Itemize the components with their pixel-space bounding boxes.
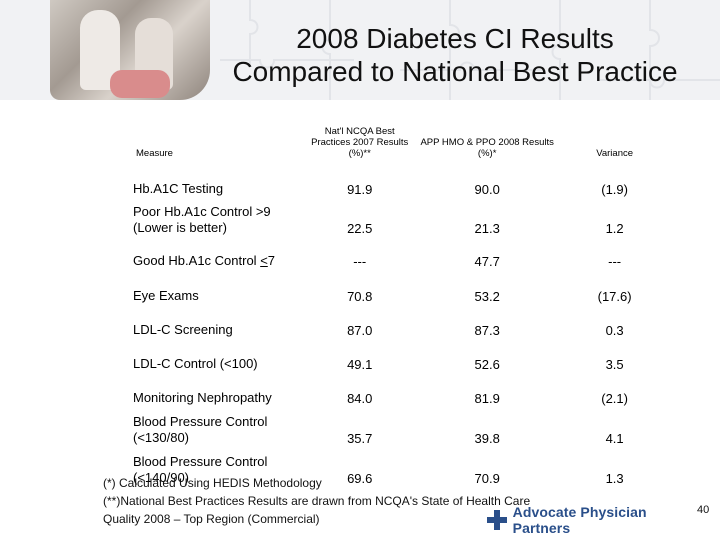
app-results-cell: 21.3 [474, 221, 500, 236]
app-results-cell: 81.9 [474, 391, 500, 406]
variance-cell: (2.1) [601, 391, 628, 406]
table-row: Poor Hb.A1c Control >9 (Lower is better)… [131, 200, 671, 239]
less-equal-symbol: < [260, 253, 268, 268]
best-practice-cell: --- [353, 254, 367, 269]
table-row: Eye Exams 70.8 53.2 (17.6) [131, 272, 671, 307]
best-practice-cell: 70.8 [347, 289, 373, 304]
variance-cell: 3.5 [605, 357, 624, 372]
variance-cell: 0.3 [605, 323, 624, 338]
measure-cell: Good Hb.A1c Control <7 [131, 239, 303, 272]
app-results-cell: 87.3 [474, 323, 500, 338]
company-logo: Advocate Physician Partners [486, 504, 696, 536]
variance-cell: 1.3 [605, 471, 624, 486]
measure-cell: Monitoring Nephropathy [133, 390, 272, 405]
app-results-cell: 70.9 [474, 471, 500, 486]
table-row: LDL-C Control (<100) 49.1 52.6 3.5 [131, 341, 671, 375]
page-number: 40 [697, 504, 710, 516]
results-table: Measure Nat'l NCQA Best Practices 2007 R… [131, 115, 671, 489]
table-row: Hb.A1C Testing 91.9 90.0 (1.9) [131, 161, 671, 200]
footnote: (**)National Best Practices Results are … [103, 494, 531, 508]
measure-cell: Eye Exams [133, 288, 199, 303]
cross-icon [486, 509, 507, 531]
header-photo [50, 0, 210, 100]
header-background [0, 0, 720, 100]
header-measure: Measure [136, 148, 173, 159]
table-row: LDL-C Screening 87.0 87.3 0.3 [131, 307, 671, 341]
measure-text: Good Hb.A1c Control [133, 253, 261, 268]
table-row: Blood Pressure Control (<130/80) 35.7 39… [131, 409, 671, 449]
variance-cell: (1.9) [601, 182, 628, 197]
measure-cell: LDL-C Control (<100) [133, 356, 258, 371]
page-title: 2008 Diabetes CI Results Compared to Nat… [190, 22, 720, 88]
app-results-cell: 53.2 [474, 289, 500, 304]
variance-cell: 4.1 [605, 431, 624, 446]
measure-threshold: 7 [267, 253, 276, 268]
title-line-1: 2008 Diabetes CI Results [296, 23, 614, 54]
variance-cell: --- [608, 254, 622, 269]
best-practice-cell: 35.7 [347, 431, 373, 446]
footnotes: (*) Calculated Using HEDIS Methodology (… [103, 474, 663, 528]
best-practice-cell: 69.6 [347, 471, 373, 486]
app-results-cell: 47.7 [474, 254, 500, 269]
footnote: (*) Calculated Using HEDIS Methodology [103, 476, 322, 490]
measure-cell: LDL-C Screening [133, 322, 233, 337]
footnote: Quality 2008 – Top Region (Commercial) [103, 512, 320, 526]
measure-cell: Blood Pressure Control (<140/90) [133, 454, 268, 485]
logo-text: Advocate Physician Partners [512, 504, 647, 536]
measure-cell: Hb.A1C Testing [133, 181, 224, 196]
photo-figure [110, 70, 170, 98]
table-row: Blood Pressure Control (<140/90) 69.6 70… [131, 449, 671, 489]
header-variance: Variance [596, 148, 634, 159]
variance-cell: (17.6) [597, 289, 632, 304]
title-line-2: Compared to National Best Practice [232, 56, 678, 87]
variance-cell: 1.2 [605, 221, 624, 236]
app-results-cell: 90.0 [474, 182, 500, 197]
best-practice-cell: 49.1 [347, 357, 373, 372]
header-app-results: APP HMO & PPO 2008 Results (%)* [420, 137, 554, 159]
app-results-cell: 52.6 [474, 357, 500, 372]
table-row: Good Hb.A1c Control <7 --- 47.7 --- [131, 239, 671, 272]
table-header-row: Measure Nat'l NCQA Best Practices 2007 R… [131, 115, 671, 161]
best-practice-cell: 91.9 [347, 182, 373, 197]
measure-cell: Poor Hb.A1c Control >9 (Lower is better) [133, 204, 271, 235]
best-practice-cell: 84.0 [347, 391, 373, 406]
measure-cell: Blood Pressure Control (<130/80) [133, 414, 268, 445]
best-practice-cell: 87.0 [347, 323, 373, 338]
header-best-practice: Nat'l NCQA Best Practices 2007 Results (… [311, 126, 409, 159]
app-results-cell: 39.8 [474, 431, 500, 446]
table-row: Monitoring Nephropathy 84.0 81.9 (2.1) [131, 375, 671, 409]
best-practice-cell: 22.5 [347, 221, 373, 236]
puzzle-pattern-icon [220, 0, 720, 100]
